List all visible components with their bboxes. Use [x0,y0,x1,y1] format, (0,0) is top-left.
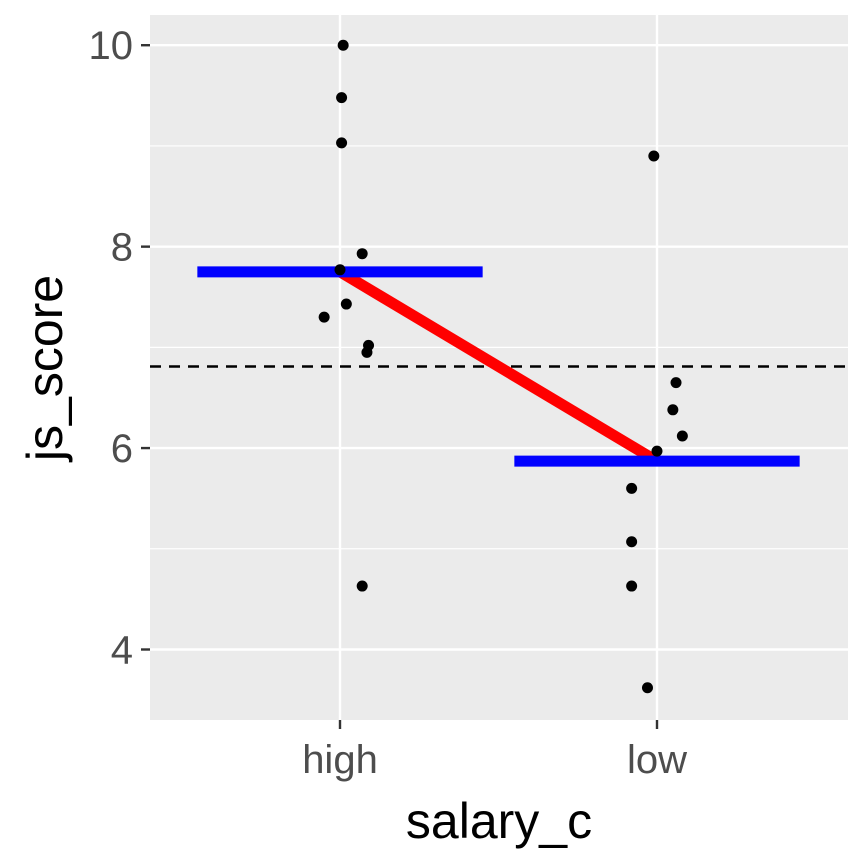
mean-connector-line [337,267,660,466]
minor-gridlines [150,145,848,550]
y-axis-title: js_score [17,275,73,463]
data-point [667,404,679,416]
data-point [361,346,373,358]
data-point [356,580,368,592]
data-point [318,311,330,323]
x-tick-label-high: high [302,738,378,782]
data-point [337,39,349,51]
x-axis-title: salary_c [406,793,592,849]
y-tick-label: 4 [111,629,133,673]
data-point [336,137,348,149]
y-tick-label: 10 [89,24,134,68]
data-point [676,430,688,442]
data-point [334,264,346,276]
y-tick-label: 6 [111,427,133,471]
data-point [626,482,638,494]
x-tick-label-low: low [627,738,687,782]
y-tick-label: 8 [111,226,133,270]
points-layer [318,39,688,694]
data-point [648,150,660,162]
data-point [356,248,368,260]
data-point [670,377,682,389]
data-point [626,536,638,548]
data-point [641,682,653,694]
data-point [340,298,352,310]
major-gridlines [150,15,848,720]
y-axis: 4 6 8 10 [89,24,150,673]
mean-connector-layer [337,267,660,466]
data-point [626,580,638,592]
x-axis: high low [302,720,687,782]
data-point [336,92,348,104]
data-point [651,445,663,457]
